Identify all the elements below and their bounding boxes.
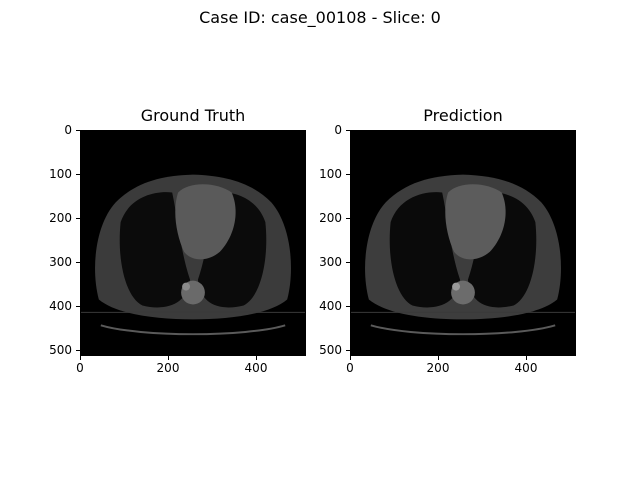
- ytick-label: 0: [334, 123, 342, 137]
- ytick-label: 500: [49, 343, 72, 357]
- image-axes-prediction: [350, 130, 576, 356]
- ytick-label: 300: [319, 255, 342, 269]
- ytick-label: 400: [49, 299, 72, 313]
- figure-suptitle: Case ID: case_00108 - Slice: 0: [199, 8, 441, 27]
- ytick-label: 500: [319, 343, 342, 357]
- ytick-label: 200: [319, 211, 342, 225]
- xtick-label: 200: [426, 361, 450, 375]
- panel-title-prediction: Prediction: [423, 106, 503, 125]
- ytick-label: 300: [49, 255, 72, 269]
- xtick-label: 400: [514, 361, 538, 375]
- ytick-label: 100: [49, 167, 72, 181]
- ct-slice-prediction: [351, 131, 575, 355]
- ytick-label: 200: [49, 211, 72, 225]
- ytick-label: 400: [319, 299, 342, 313]
- xtick-label: 0: [76, 361, 84, 375]
- xtick-label: 400: [244, 361, 268, 375]
- xtick-label: 200: [156, 361, 180, 375]
- xtick-label: 0: [346, 361, 354, 375]
- ytick-label: 100: [319, 167, 342, 181]
- ct-slice-ground-truth: [81, 131, 305, 355]
- panel-title-ground-truth: Ground Truth: [140, 106, 246, 125]
- image-axes-ground-truth: [80, 130, 306, 356]
- ytick-label: 0: [64, 123, 72, 137]
